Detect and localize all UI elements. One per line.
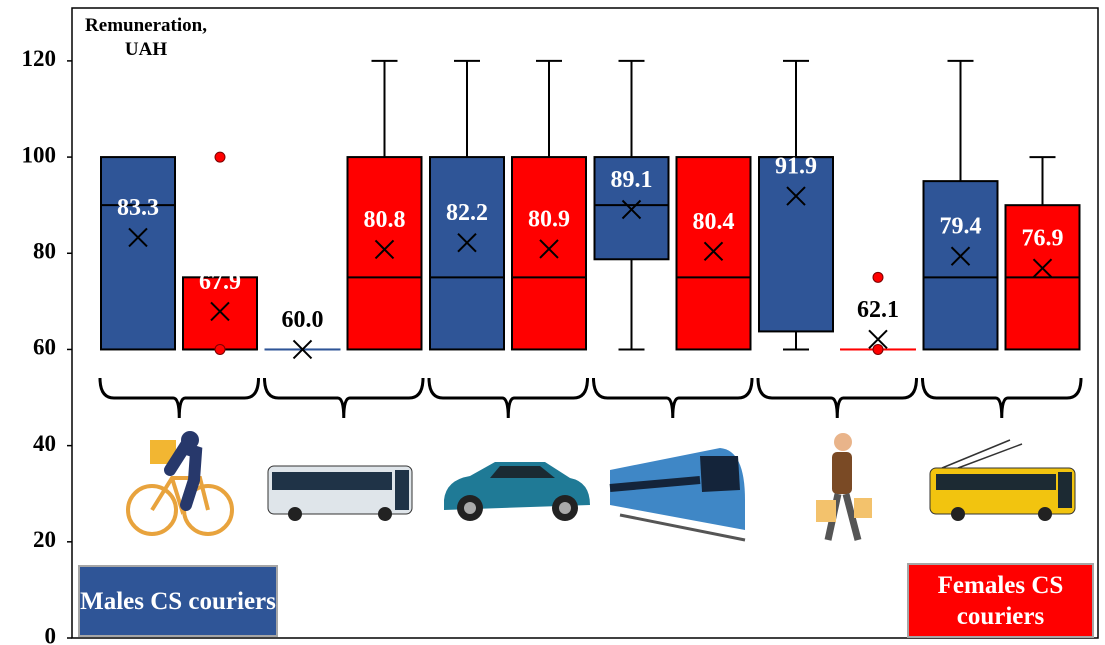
- mean-label: 60.0: [282, 307, 324, 333]
- category-brace: [427, 377, 589, 419]
- mean-marker: [128, 227, 148, 248]
- box: [511, 156, 587, 351]
- category-brace: [921, 377, 1083, 419]
- mean-marker: [621, 199, 642, 220]
- mean-label: 80.9: [528, 206, 570, 232]
- category-brace: [98, 377, 260, 419]
- y-tick-label: 0: [45, 623, 57, 645]
- outlier: [214, 343, 226, 355]
- bicycle-icon: [126, 431, 234, 536]
- mean-label: 80.4: [693, 209, 735, 235]
- box: [182, 276, 258, 351]
- y-tick-label: 100: [22, 142, 57, 167]
- box: [346, 156, 423, 351]
- mean-label: 76.9: [1022, 226, 1064, 252]
- mean-marker: [292, 339, 313, 360]
- train-icon: [609, 448, 746, 542]
- legend-entry: Females CS couriers: [907, 563, 1094, 638]
- icons: [126, 431, 1076, 542]
- box: [429, 156, 505, 351]
- mean-marker: [703, 241, 724, 262]
- mean-label: 79.4: [940, 214, 982, 240]
- outlier: [214, 151, 226, 163]
- mean-label: 80.8: [364, 207, 406, 233]
- y-tick-label: 20: [33, 527, 56, 552]
- box: [100, 156, 176, 351]
- box: [758, 156, 834, 333]
- category-brace: [592, 377, 754, 419]
- y-tick-label: 80: [33, 239, 56, 264]
- mean-label: 82.2: [446, 200, 488, 226]
- plot-frame: [71, 7, 1099, 639]
- legend-entry: Males CS couriers: [78, 565, 278, 637]
- mean-label: 67.9: [199, 269, 241, 295]
- y-tick-label: 60: [33, 335, 56, 360]
- trolleybus-icon: [929, 439, 1076, 521]
- mean-marker: [457, 232, 477, 253]
- mean-marker: [868, 329, 888, 350]
- outlier: [872, 271, 884, 283]
- mean-label: 62.1: [857, 297, 899, 323]
- mean-label: 89.1: [611, 167, 653, 193]
- mean-label: 83.3: [117, 195, 159, 221]
- y-tick-label: 120: [22, 46, 57, 71]
- mean-marker: [374, 239, 395, 260]
- mean-marker: [950, 246, 971, 266]
- mean-marker: [1032, 258, 1053, 278]
- bus-icon: [267, 465, 413, 521]
- car-icon: [444, 462, 590, 521]
- category-brace: [263, 377, 425, 419]
- mean-marker: [786, 186, 806, 206]
- category-brace: [756, 377, 918, 419]
- y-axis-label: Remuneration, UAH: [85, 15, 207, 60]
- mean-marker: [210, 301, 230, 322]
- box: [675, 156, 752, 351]
- pedestrian-icon: [816, 433, 872, 541]
- y-tick-label: 40: [33, 431, 56, 456]
- box: [922, 180, 999, 351]
- mean-marker: [539, 239, 559, 259]
- outlier: [872, 343, 884, 355]
- mean-label: 91.9: [775, 154, 817, 180]
